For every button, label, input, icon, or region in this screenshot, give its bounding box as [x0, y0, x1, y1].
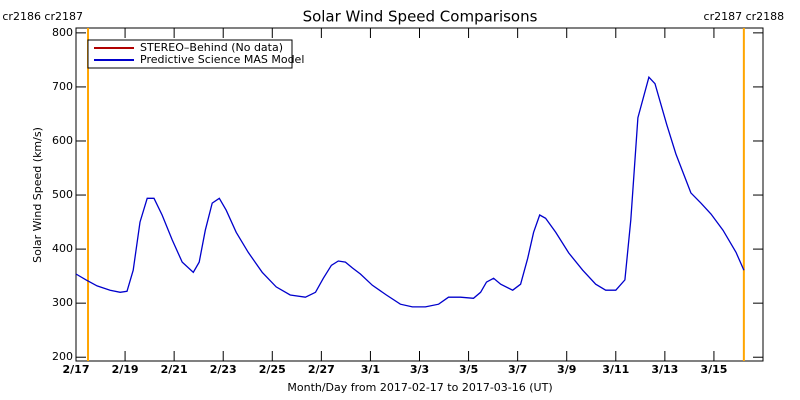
x-tick-label: 3/15 — [700, 363, 727, 376]
y-tick-label: 300 — [52, 296, 73, 309]
legend-label: STEREO–Behind (No data) — [140, 41, 283, 54]
x-tick-label: 2/21 — [161, 363, 188, 376]
x-tick-label: 3/5 — [459, 363, 478, 376]
carrington-label: cr2187 cr2188 — [704, 10, 785, 23]
x-tick-label: 2/25 — [259, 363, 286, 376]
x-tick-label: 3/3 — [410, 363, 429, 376]
x-tick-label: 2/19 — [112, 363, 139, 376]
carrington-label: cr2186 cr2187 — [2, 10, 83, 23]
x-tick-label: 3/13 — [651, 363, 678, 376]
y-tick-label: 600 — [52, 134, 73, 147]
y-tick-label: 400 — [52, 242, 73, 255]
chart-title: Solar Wind Speed Comparisons — [303, 8, 538, 26]
y-axis-label: Solar Wind Speed (km/s) — [31, 127, 44, 263]
x-tick-label: 3/1 — [361, 363, 380, 376]
legend-box — [87, 39, 293, 69]
x-tick-label: 3/11 — [602, 363, 629, 376]
x-tick-label: 2/27 — [308, 363, 335, 376]
x-tick-label: 3/9 — [557, 363, 576, 376]
x-tick-label: 2/23 — [210, 363, 237, 376]
legend-label: Predictive Science MAS Model — [140, 53, 304, 66]
y-tick-label: 200 — [52, 350, 73, 363]
y-tick-label: 500 — [52, 188, 73, 201]
x-tick-label: 2/17 — [63, 363, 90, 376]
x-tick-label: 3/7 — [508, 363, 527, 376]
data-line — [75, 75, 745, 308]
y-tick-label: 700 — [52, 80, 73, 93]
y-tick-label: 800 — [52, 26, 73, 39]
x-axis-label: Month/Day from 2017-02-17 to 2017-03-16 … — [287, 381, 552, 394]
